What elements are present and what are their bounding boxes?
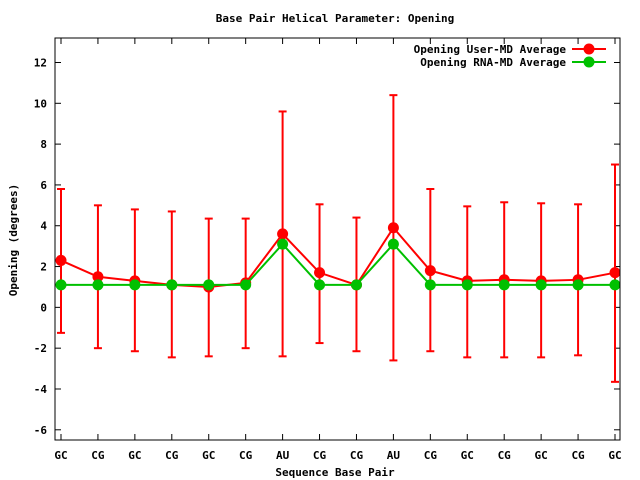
plot-frame	[54, 37, 621, 441]
x-tick-label: GC	[608, 449, 621, 462]
data-point	[350, 279, 362, 291]
data-point	[461, 279, 473, 291]
data-point	[166, 279, 178, 291]
x-tick-label: CG	[91, 449, 105, 462]
data-point	[498, 279, 510, 291]
data-point	[92, 271, 104, 283]
x-axis-label: Sequence Base Pair	[275, 466, 395, 479]
data-point	[129, 279, 141, 291]
y-tick-label: 12	[34, 56, 47, 69]
series-user-md	[55, 94, 621, 383]
x-tick-label: CG	[350, 449, 364, 462]
y-axis-label: Opening (degrees)	[7, 184, 20, 297]
series-line	[61, 242, 615, 286]
data-point	[203, 279, 215, 291]
x-tick-label: AU	[276, 449, 290, 462]
x-tick-label: CG	[165, 449, 179, 462]
series-rna-md	[55, 238, 621, 291]
x-tick-label: CG	[498, 449, 512, 462]
data-point	[55, 254, 67, 266]
data-point	[535, 279, 547, 291]
y-tick-label: 0	[40, 301, 47, 314]
x-tick-label: GC	[128, 449, 141, 462]
data-point	[314, 279, 326, 291]
y-tick-label: -4	[34, 383, 48, 396]
y-tick-label: 10	[34, 97, 47, 110]
x-tick-label: GC	[535, 449, 548, 462]
data-point	[240, 279, 252, 291]
x-tick-label: GC	[54, 449, 67, 462]
x-tick-label: GC	[461, 449, 474, 462]
data-point	[387, 238, 399, 250]
axis-ticks-layer: -6 -4 -2 0 2 4 6 8 10 12 GC CG GC CG GC CG AU CG CG AU CG GC C…	[34, 38, 622, 462]
legend-label: Opening RNA-MD Average	[420, 56, 566, 69]
y-tick-label: -2	[34, 342, 47, 355]
x-tick-label: GC	[202, 449, 215, 462]
series-layer	[55, 94, 621, 383]
y-tick-label: 6	[40, 179, 47, 192]
data-point	[424, 265, 436, 277]
chart-title: Base Pair Helical Parameter: Opening	[216, 12, 454, 25]
x-tick-label: CG	[571, 449, 585, 462]
data-point	[572, 279, 584, 291]
y-tick-label: 8	[40, 138, 47, 151]
data-point	[92, 279, 104, 291]
y-tick-label: 4	[40, 220, 47, 233]
data-point	[277, 228, 289, 240]
data-point	[55, 279, 67, 291]
legend-marker	[583, 43, 595, 55]
legend-marker	[583, 56, 595, 68]
y-tick-label: -6	[34, 424, 48, 437]
x-tick-label: CG	[424, 449, 438, 462]
x-tick-label: CG	[313, 449, 327, 462]
data-point	[277, 238, 289, 250]
data-point	[314, 267, 326, 279]
x-tick-label: CG	[239, 449, 253, 462]
series-line	[60, 226, 616, 288]
data-point	[609, 267, 621, 279]
x-tick-label: AU	[387, 449, 401, 462]
data-point	[387, 222, 399, 234]
y-tick-label: 2	[40, 261, 47, 274]
legend-label: Opening User-MD Average	[414, 43, 567, 56]
data-point	[609, 279, 621, 291]
data-point	[424, 279, 436, 291]
